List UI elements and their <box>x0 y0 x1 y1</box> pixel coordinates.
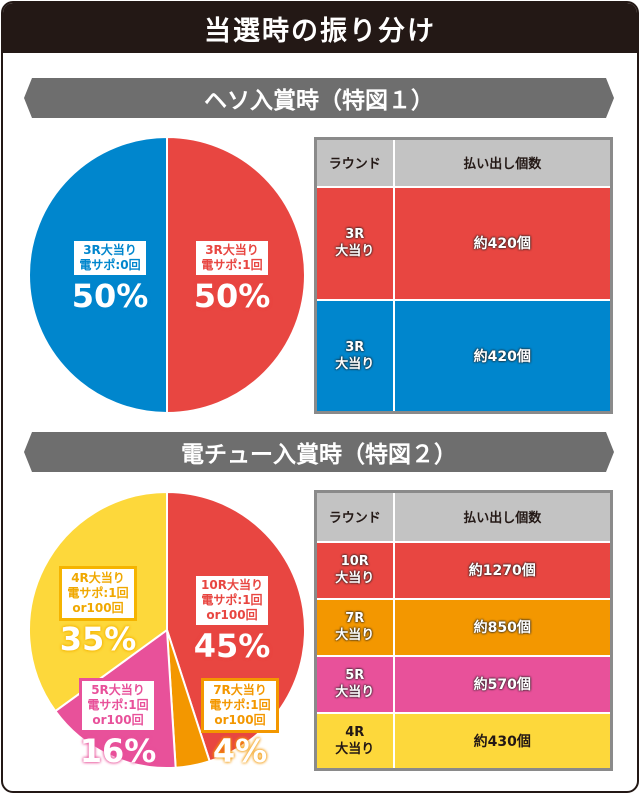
table-row: 10R 大当り 約1270個 <box>314 540 613 600</box>
slice-percent: 35% <box>59 620 137 658</box>
table-row: 5R 大当り 約570個 <box>314 654 613 714</box>
round-cell: 3R 大当り <box>314 298 395 414</box>
pie-slice-label: 3R大当り 電サポ:1回 50% <box>177 238 287 314</box>
pie-slice-label: 10R大当り 電サポ:1回 or100回 45% <box>177 573 287 664</box>
header-round: ラウンド <box>314 137 395 188</box>
table-row: 3R 大当り 約420個 <box>314 185 613 301</box>
table-row: 4R 大当り 約430個 <box>314 711 613 771</box>
slice-percent: 50% <box>193 277 271 315</box>
slice-percent: 45% <box>193 627 271 665</box>
pie-slice-label: 3R大当り 電サポ:0回 50% <box>55 238 165 314</box>
payout-cell: 約420個 <box>392 185 613 301</box>
round-cell: 10R 大当り <box>314 540 395 600</box>
table-row: 7R 大当り 約850個 <box>314 597 613 657</box>
header-payout: 払い出し個数 <box>392 490 613 543</box>
round-cell: 4R 大当り <box>314 711 395 771</box>
slice-label-box: 4R大当り 電サポ:1回 or100回 <box>59 566 137 621</box>
round-cell: 7R 大当り <box>314 597 395 657</box>
section-title-denchu: 電チュー入賞時（特図２） <box>24 432 614 472</box>
pie-slice-label: 4R大当り 電サポ:1回 or100回 35% <box>43 566 153 657</box>
slice-percent: 50% <box>71 277 149 315</box>
page-title: 当選時の振り分け <box>3 3 637 53</box>
payout-cell: 約420個 <box>392 298 613 414</box>
table-row: 3R 大当り 約420個 <box>314 298 613 414</box>
slice-percent: 16% <box>79 732 157 770</box>
slice-label-box: 3R大当り 電サポ:0回 <box>71 238 149 278</box>
section-title-heso: ヘソ入賞時（特図１） <box>24 78 614 118</box>
slice-label-box: 10R大当り 電サポ:1回 or100回 <box>193 573 271 628</box>
pie-slice-label: 7R大当り 電サポ:1回 or100回 4% <box>185 678 295 769</box>
header-round: ラウンド <box>314 490 395 543</box>
header-payout: 払い出し個数 <box>392 137 613 188</box>
payout-cell: 約570個 <box>392 654 613 714</box>
slice-label-box: 7R大当り 電サポ:1回 or100回 <box>201 678 279 733</box>
payout-cell: 約850個 <box>392 597 613 657</box>
slice-label-box: 3R大当り 電サポ:1回 <box>193 238 271 278</box>
payout-table-denchu: ラウンド 払い出し個数 10R 大当り 約1270個 7R 大当り 約850個 5R 大当り 約57… <box>314 490 613 771</box>
round-cell: 3R 大当り <box>314 185 395 301</box>
round-cell: 5R 大当り <box>314 654 395 714</box>
slice-percent: 4% <box>212 732 268 770</box>
payout-table-heso: ラウンド 払い出し個数 3R 大当り 約420個 3R 大当り 約420個 <box>314 137 613 414</box>
slice-label-box: 5R大当り 電サポ:1回 or100回 <box>79 678 157 733</box>
pie-slice-label: 5R大当り 電サポ:1回 or100回 16% <box>63 678 173 769</box>
payout-cell: 約430個 <box>392 711 613 771</box>
payout-cell: 約1270個 <box>392 540 613 600</box>
